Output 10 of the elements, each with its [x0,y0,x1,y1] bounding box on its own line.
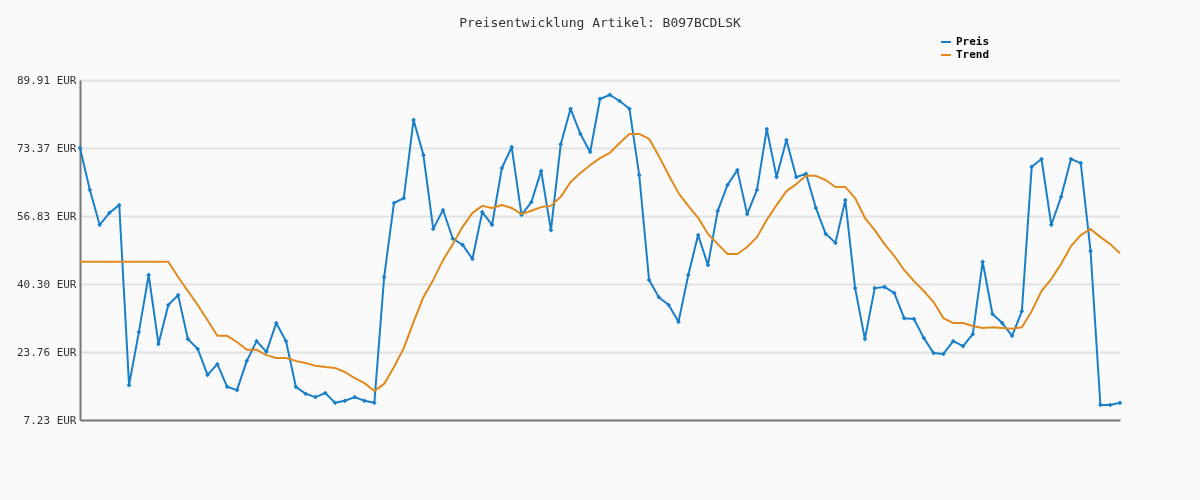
line-series [79,132,1121,392]
y-tick-label: 7.23 EUR [23,413,77,427]
y-tick-label: 40.30 EUR [16,277,77,291]
chart-title: Preisentwicklung Artikel: B097BCDLSK [459,15,742,30]
y-tick-label: 89.91 EUR [16,73,77,87]
legend-label: Preis [956,35,990,48]
y-tick-label: 56.83 EUR [16,209,77,223]
legend-label: Trend [956,48,990,61]
y-tick-label: 73.37 EUR [16,141,77,155]
y-tick-label: 23.76 EUR [16,345,77,359]
